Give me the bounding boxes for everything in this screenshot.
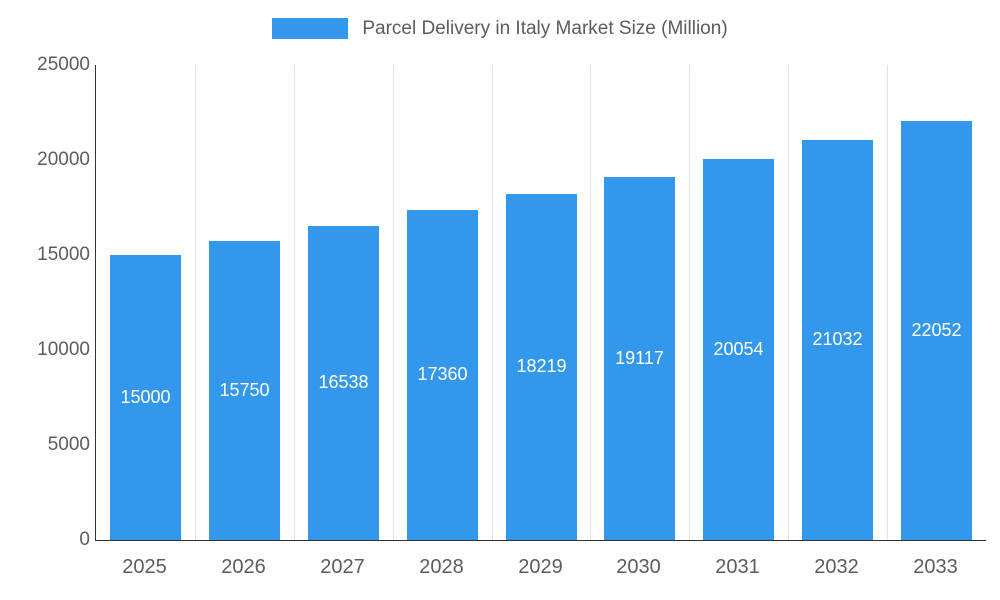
x-axis-tick-label: 2032 — [814, 556, 859, 578]
bar-2029[interactable]: 18219 — [506, 194, 577, 540]
bar-value-label: 22052 — [911, 320, 962, 340]
bar-value-label: 15000 — [120, 387, 171, 407]
vertical-gridline — [590, 65, 591, 540]
plot-area: 15000 15750 16538 17360 18219 19117 20054 21032… — [95, 65, 986, 541]
bar-value-label: 18219 — [516, 356, 567, 376]
x-axis-tick-label: 2028 — [419, 556, 464, 578]
x-axis-tick-label: 2025 — [122, 556, 167, 578]
y-axis-tick-label: 15000 — [37, 244, 90, 265]
y-axis-tick-label: 20000 — [37, 149, 90, 170]
bar-value-label: 20054 — [713, 339, 764, 359]
chart-title: Parcel Delivery in Italy Market Size (Mi… — [362, 18, 728, 39]
x-axis-tick-label: 2033 — [913, 556, 958, 578]
bar-value-label: 19117 — [615, 348, 664, 368]
bar-value-label: 21032 — [812, 329, 863, 349]
bar-value-label: 17360 — [417, 364, 468, 384]
bar-2028[interactable]: 17360 — [407, 210, 478, 540]
chart-legend: Parcel Delivery in Italy Market Size (Mi… — [0, 18, 1000, 39]
bar-2031[interactable]: 20054 — [703, 159, 774, 540]
bar-2027[interactable]: 16538 — [308, 226, 379, 540]
bar-2026[interactable]: 15750 — [209, 241, 280, 540]
vertical-gridline — [294, 65, 295, 540]
x-axis-tick-label: 2026 — [221, 556, 266, 578]
bar-2025[interactable]: 15000 — [110, 255, 181, 540]
x-axis-tick-label: 2027 — [320, 556, 365, 578]
bar-value-label: 15750 — [219, 380, 270, 400]
x-axis-tick-label: 2029 — [518, 556, 563, 578]
vertical-gridline — [689, 65, 690, 540]
bar-2030[interactable]: 19117 — [604, 177, 675, 540]
x-axis-tick-label: 2031 — [715, 556, 760, 578]
vertical-gridline — [788, 65, 789, 540]
y-axis-tick-label: 5000 — [47, 434, 90, 455]
y-axis-tick-label: 10000 — [37, 339, 90, 360]
vertical-gridline — [492, 65, 493, 540]
bar-2033[interactable]: 22052 — [901, 121, 972, 540]
x-axis-tick-label: 2030 — [616, 556, 661, 578]
y-axis-tick-label: 0 — [79, 529, 90, 550]
vertical-gridline — [887, 65, 888, 540]
vertical-gridline — [195, 65, 196, 540]
vertical-gridline — [393, 65, 394, 540]
bar-2032[interactable]: 21032 — [802, 140, 873, 540]
y-axis-tick-label: 25000 — [37, 54, 90, 75]
bar-value-label: 16538 — [318, 372, 369, 392]
legend-swatch — [272, 18, 349, 39]
